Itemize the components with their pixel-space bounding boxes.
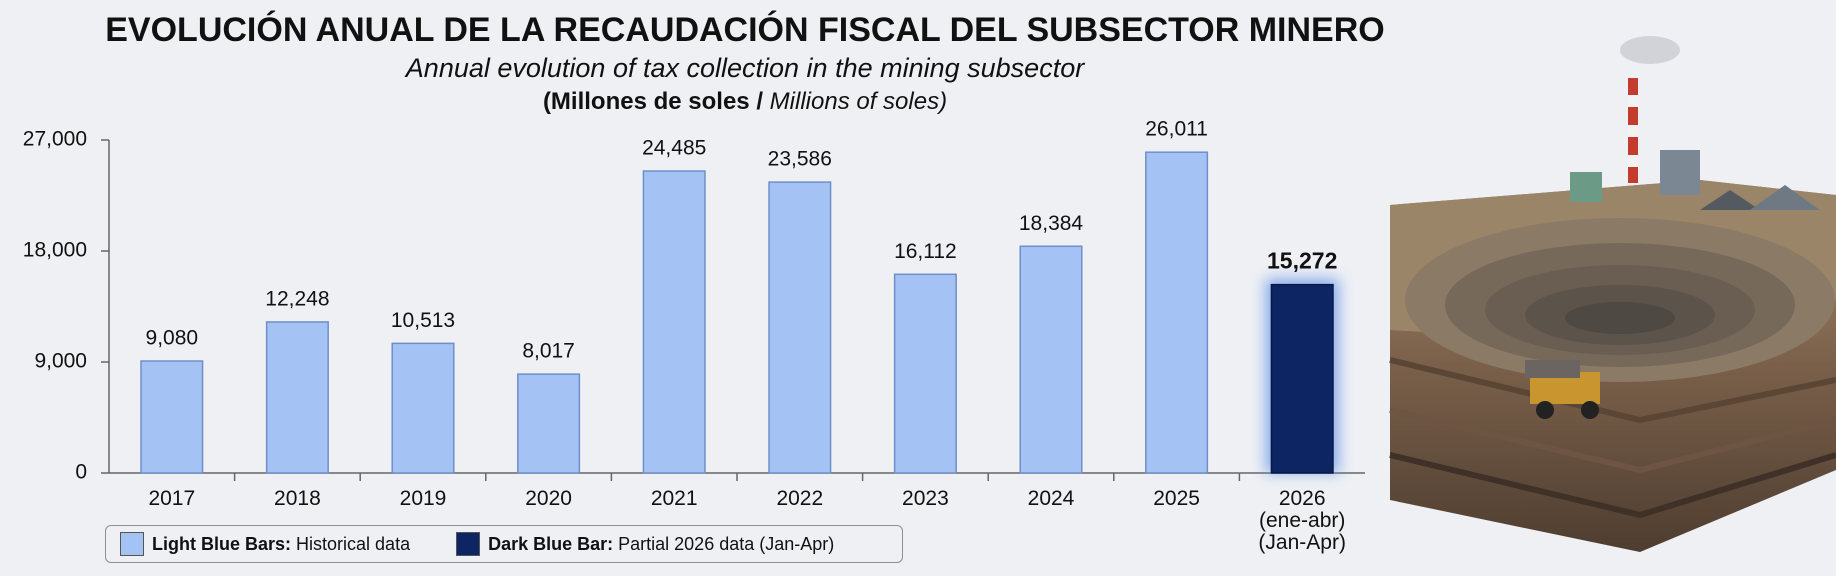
- y-tick-label: 9,000: [34, 350, 87, 373]
- x-tick-label: 2025: [1153, 487, 1200, 510]
- chart-title: EVOLUCIÓN ANUAL DE LA RECAUDACIÓN FISCAL…: [105, 11, 1384, 49]
- bar: [1270, 283, 1334, 474]
- bar: [642, 170, 706, 474]
- unit-label-en: Millions of soles): [770, 88, 947, 115]
- mining-illustration: [1389, 36, 1836, 552]
- bar: [1145, 151, 1209, 474]
- legend-desc: Partial 2026 data (Jan-Apr): [618, 533, 835, 554]
- x-tick-label: 2022: [776, 487, 824, 510]
- legend-item: Dark Blue Bar: Partial 2026 data (Jan-Ap…: [456, 532, 834, 556]
- legend: Light Blue Bars: Historical data Dark Blu…: [105, 525, 903, 563]
- bar: [768, 181, 832, 474]
- x-tick-label: 2021: [650, 487, 698, 510]
- value-label: 9,080: [146, 327, 199, 350]
- legend-label: Dark Blue Bar:: [488, 533, 614, 554]
- bar: [1019, 245, 1083, 474]
- value-label: 8,017: [522, 340, 575, 363]
- legend-label: Light Blue Bars:: [152, 533, 292, 554]
- bar: [140, 360, 204, 474]
- legend-swatch: [456, 532, 481, 556]
- x-tick-label: 2020: [525, 487, 572, 510]
- legend-swatch: [120, 532, 144, 556]
- unit-label: (Millones de soles / Millions of soles): [543, 88, 947, 115]
- value-label: 12,248: [265, 287, 329, 310]
- x-tick-label: 2023: [902, 487, 949, 510]
- legend-text: Light Blue Bars: Historical data: [152, 534, 410, 555]
- legend-item: Light Blue Bars: Historical data: [120, 532, 410, 556]
- chart-subtitle: Annual evolution of tax collection in th…: [404, 53, 1085, 83]
- value-label: 15,272: [1267, 248, 1337, 274]
- x-tick-label: 2017: [148, 487, 196, 510]
- x-tick-label: 2018: [274, 487, 321, 510]
- bar: [893, 273, 957, 474]
- bar: [391, 342, 455, 474]
- y-tick-label: 0: [75, 461, 87, 484]
- value-label: 10,513: [391, 309, 455, 332]
- x-tick-label: 2019: [399, 487, 447, 510]
- unit-label-es: (Millones de soles /: [543, 88, 763, 115]
- x-tick-label: 2024: [1027, 487, 1075, 510]
- x-tick-label: 2026 (ene-abr) (Jan-Apr): [1258, 487, 1346, 554]
- value-label: 16,112: [894, 240, 957, 263]
- y-tick-label: 18,000: [23, 239, 87, 262]
- value-label: 26,011: [1145, 118, 1208, 141]
- bar: [517, 373, 581, 474]
- value-label: 24,485: [642, 137, 706, 160]
- bar: [265, 321, 329, 474]
- y-tick-label: 27,000: [23, 128, 87, 151]
- value-label: 23,586: [768, 148, 832, 171]
- value-label: 18,384: [1019, 212, 1084, 235]
- legend-desc: Historical data: [296, 533, 411, 554]
- legend-text: Dark Blue Bar: Partial 2026 data (Jan-Ap…: [488, 534, 834, 555]
